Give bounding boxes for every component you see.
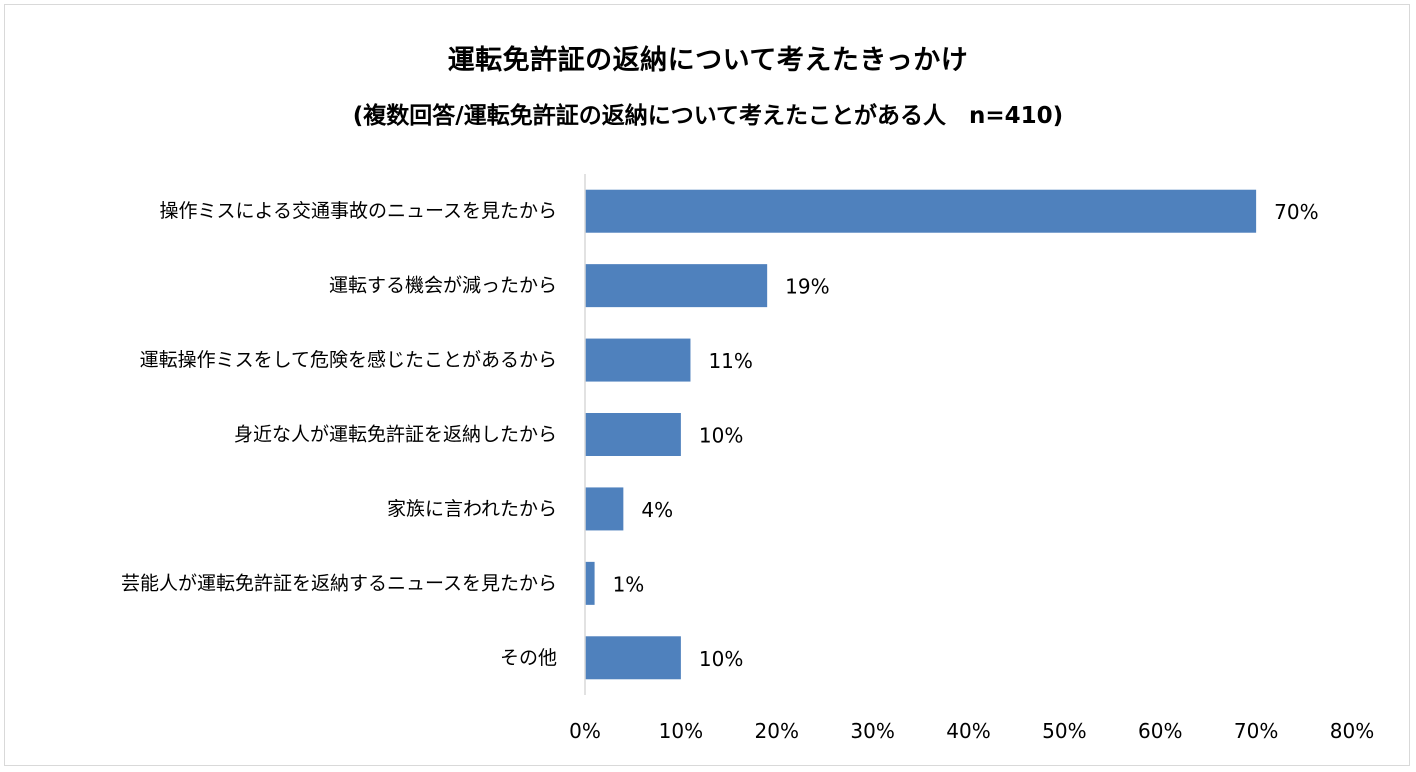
category-label-5: 芸能人が運転免許証を返納するニュースを見たから xyxy=(121,572,557,594)
bar-4 xyxy=(585,487,624,531)
category-label-4: 家族に言われたから xyxy=(387,498,557,520)
category-label-0: 操作ミスによる交通事故のニュースを見たから xyxy=(160,200,557,222)
x-tick-label-4: 40% xyxy=(946,719,990,743)
x-tick-label-0: 0% xyxy=(569,719,601,743)
category-label-2: 運転操作ミスをして危険を感じたことがあるから xyxy=(140,349,557,371)
bar-5 xyxy=(585,561,595,605)
x-tick-label-3: 30% xyxy=(850,719,894,743)
category-labels: 操作ミスによる交通事故のニュースを見たから運転する機会が減ったから運転操作ミスを… xyxy=(121,200,557,669)
value-label-1: 19% xyxy=(785,275,829,299)
category-label-6: その他 xyxy=(500,647,557,669)
chart-title: 運転免許証の返納について考えたきっかけ xyxy=(447,45,969,76)
chart-subtitle: (複数回答/運転免許証の返納について考えたことがある人 n=410) xyxy=(352,103,1064,129)
value-label-3: 10% xyxy=(699,424,743,448)
x-axis-ticks: 0% 10% 20% 30% 40% 50% 60% 70% 80% xyxy=(569,719,1374,743)
bar-3 xyxy=(585,413,681,456)
value-label-5: 1% xyxy=(613,572,645,596)
x-tick-label-2: 20% xyxy=(755,719,799,743)
bar-2 xyxy=(585,338,691,382)
value-label-0: 70% xyxy=(1274,200,1318,224)
value-label-6: 10% xyxy=(699,647,743,671)
value-label-2: 11% xyxy=(708,349,752,373)
bar-0 xyxy=(585,189,1257,233)
value-label-4: 4% xyxy=(641,498,673,522)
x-tick-label-1: 10% xyxy=(659,719,703,743)
x-tick-label-7: 70% xyxy=(1234,719,1278,743)
bar-6 xyxy=(585,636,681,680)
x-tick-label-6: 60% xyxy=(1138,719,1182,743)
bars-layer xyxy=(585,189,1257,680)
x-tick-label-8: 80% xyxy=(1330,719,1374,743)
value-labels: 70% 19% 11% 10% 4% 1% 10% xyxy=(613,200,1319,671)
chart-frame xyxy=(4,4,1410,766)
category-label-1: 運転する機会が減ったから xyxy=(329,275,557,297)
bar-1 xyxy=(585,264,768,308)
x-tick-label-5: 50% xyxy=(1042,719,1086,743)
category-label-3: 身近な人が運転免許証を返納したから xyxy=(234,424,557,446)
